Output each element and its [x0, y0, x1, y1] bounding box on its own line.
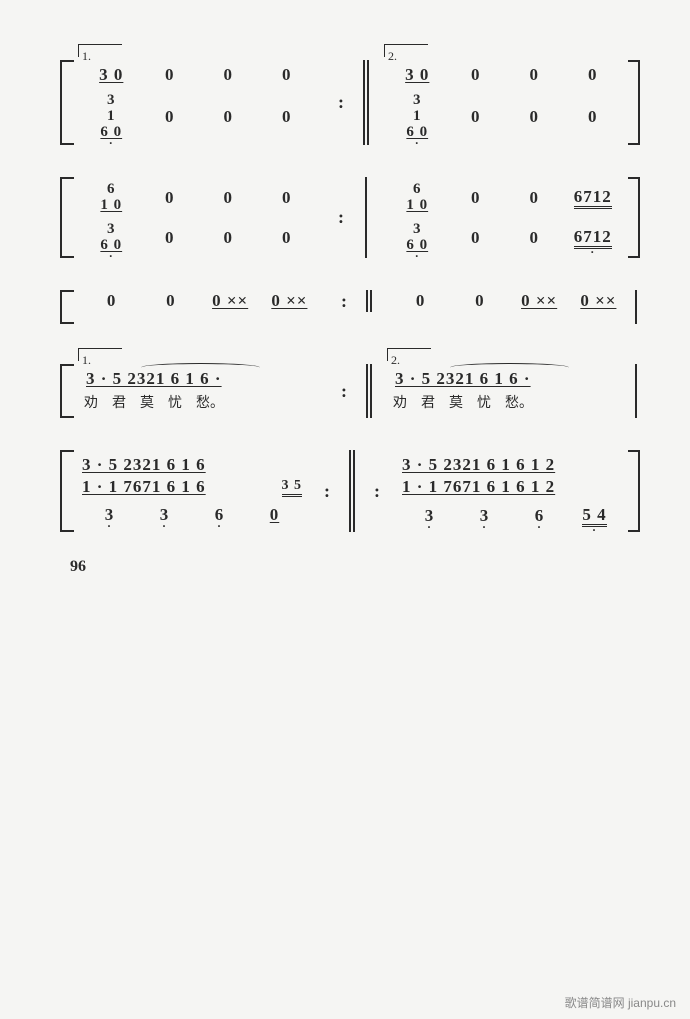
bracket-icon [60, 450, 74, 532]
note: 0 [199, 188, 258, 208]
melody-line: 1 · 1 7671 6 1 6 [82, 477, 206, 496]
page-number: 96 [70, 558, 86, 576]
note: 3 0 [99, 65, 123, 84]
note: 0 [258, 107, 317, 127]
note: 0 [199, 65, 258, 85]
note: 0 [447, 107, 506, 127]
repeat-end-icon: : [334, 177, 348, 258]
slur-icon [141, 363, 260, 372]
note: 0 [391, 291, 450, 311]
note: 0 [564, 65, 623, 85]
bracket-icon [60, 290, 74, 324]
chord-stack: 3 1 6 0 [82, 93, 141, 140]
bracket-end-icon [628, 60, 640, 145]
bracket-end-icon [628, 177, 640, 258]
note: 0 [564, 107, 623, 127]
chord-stack: 6 1 0 [388, 182, 447, 214]
note: 0 ×× [271, 291, 307, 310]
note: 0 [258, 228, 317, 248]
note: 0 [505, 188, 564, 208]
barline-icon [365, 177, 367, 258]
melody-line: 3 · 5 2321 6 1 6 · [86, 369, 222, 388]
note: 3 0 [405, 65, 429, 84]
note: 0 ×× [521, 291, 557, 310]
system-5: 3 · 5 2321 6 1 6 1 · 1 7671 6 1 6 3 5 3 … [60, 450, 640, 532]
note: 0 [447, 228, 506, 248]
volta-2-block: 2. 3 0 0 0 0 3 1 6 0 0 [384, 60, 626, 145]
note: 0 [141, 65, 200, 85]
bracket-icon [60, 60, 74, 145]
system-3: 0 0 0 ×× 0 ×× : 0 0 0 ×× 0 ×× [60, 290, 640, 324]
volta-label: 2. [384, 44, 428, 57]
repeat-start-icon: : [370, 450, 384, 532]
note: 0 [450, 291, 509, 311]
melody-line: 1 · 1 7671 6 1 6 1 2 [402, 477, 555, 496]
system-1: 1. 3 0 0 0 0 3 1 6 0 0 [60, 60, 640, 145]
volta-1-block: 1. 3 · 5 2321 6 1 6 · 劝 君 莫 忧 愁。 [78, 364, 323, 418]
watermark: 歌谱简谱网 jianpu.cn [565, 994, 676, 1011]
system-2: 6 1 0 0 0 0 3 6 0 0 0 0 [60, 177, 640, 258]
note: 0 [270, 505, 280, 524]
note: 0 [141, 188, 200, 208]
note: 0 [447, 188, 506, 208]
barline-double-icon [365, 290, 373, 312]
note: 0 ×× [580, 291, 616, 310]
repeat-end-icon: : [337, 290, 351, 312]
slur-icon [450, 363, 569, 372]
note: 0 [258, 65, 317, 85]
melody-line: 3 · 5 2321 6 1 6 [82, 455, 206, 474]
barline-double-icon [348, 450, 356, 532]
note: 3 [82, 505, 137, 525]
note: 0 [199, 107, 258, 127]
chord-stack: 3 6 0 [82, 222, 141, 254]
note: 0 [141, 107, 200, 127]
lyrics-row: 劝 君 莫 忧 愁。 [78, 390, 323, 414]
system-4: 1. 3 · 5 2321 6 1 6 · 劝 君 莫 忧 愁。 [60, 364, 640, 418]
chord-stack: 3 6 0 [388, 222, 447, 254]
sheet-music-page: 1. 3 0 0 0 0 3 1 6 0 0 [0, 0, 690, 604]
note: 6 [192, 505, 247, 525]
lyrics-row: 劝 君 莫 忧 愁。 [387, 390, 632, 414]
melody-line: 3 · 5 2321 6 1 6 · [395, 369, 531, 388]
note: 0 [258, 188, 317, 208]
note: 5 4 [582, 506, 606, 527]
note-run: 6712 [574, 188, 612, 209]
bracket-icon [60, 177, 74, 258]
note: 0 [82, 291, 141, 311]
note: 0 [505, 228, 564, 248]
barline-double-icon [365, 364, 373, 418]
volta-label: 2. [387, 348, 431, 361]
melody-line: 3 · 5 2321 6 1 6 1 2 [402, 455, 555, 474]
note: 0 [141, 291, 200, 311]
note: 6 [512, 506, 567, 526]
note: 0 [141, 228, 200, 248]
note: 0 [447, 65, 506, 85]
chord-stack: 3 1 6 0 [388, 93, 447, 140]
note: 0 ×× [212, 291, 248, 310]
note: 0 [199, 228, 258, 248]
note-run: 6712 [574, 228, 612, 249]
note: 0 [505, 107, 564, 127]
barline-double-icon [362, 60, 370, 145]
repeat-end-icon: : [337, 364, 351, 418]
note: 3 [402, 506, 457, 526]
bridge-notes: 3 5 [282, 479, 303, 497]
bracket-end-icon [628, 450, 640, 532]
repeat-end-icon: : [334, 60, 348, 145]
note: 3 [457, 506, 512, 526]
volta-2-block: 2. 3 · 5 2321 6 1 6 · 劝 君 莫 忧 愁。 [387, 364, 632, 418]
bracket-icon [60, 364, 74, 418]
chord-stack: 6 1 0 [82, 182, 141, 214]
note: 3 [137, 505, 192, 525]
note: 0 [505, 65, 564, 85]
volta-1-block: 1. 3 0 0 0 0 3 1 6 0 0 [78, 60, 320, 145]
volta-label: 1. [78, 348, 122, 361]
barline-icon [635, 364, 637, 418]
repeat-end-icon: : [320, 450, 334, 532]
volta-label: 1. [78, 44, 122, 57]
barline-icon [635, 290, 637, 324]
